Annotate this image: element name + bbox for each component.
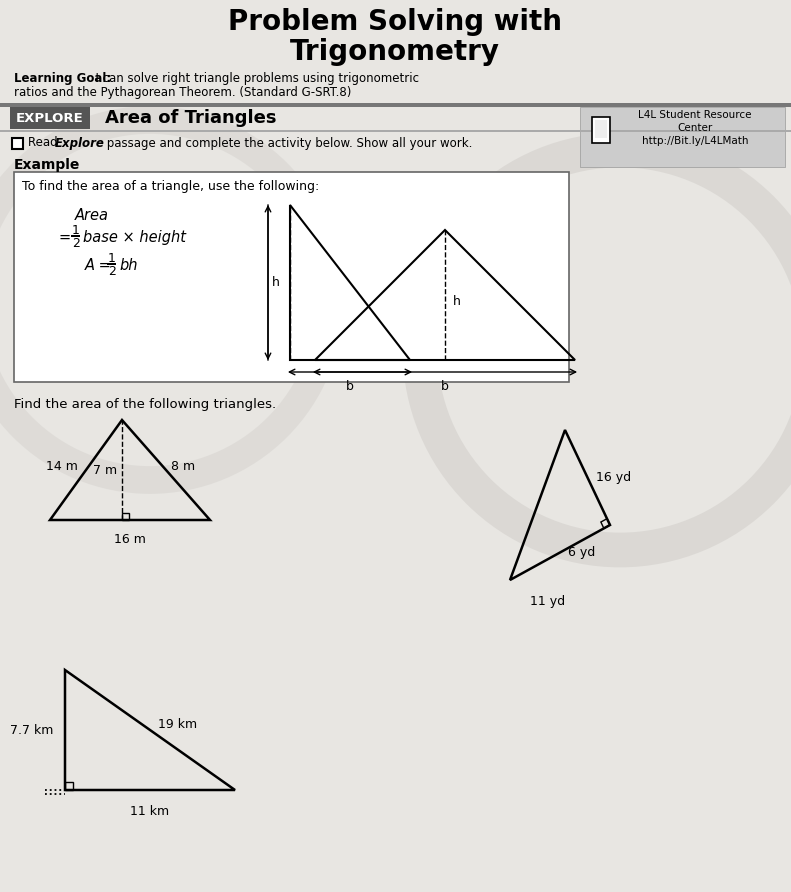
Text: Center: Center [677,123,713,133]
Text: Learning Goal:: Learning Goal: [14,72,112,85]
Text: 11 yd: 11 yd [530,595,565,608]
Text: Find the area of the following triangles.: Find the area of the following triangles… [14,398,276,411]
Bar [12,138,23,149]
Text: h: h [272,276,280,289]
Text: 2: 2 [108,265,115,278]
Text: Area: Area [75,208,109,223]
Text: =: = [58,230,70,245]
Text: base × height: base × height [83,230,186,245]
Text: 16 yd: 16 yd [596,471,630,484]
Bar [595,120,607,138]
Bar [592,117,610,143]
Text: 6 yd: 6 yd [568,546,596,559]
Text: http://Bit.ly/L4LMath: http://Bit.ly/L4LMath [642,136,748,146]
Bar [0,103,791,107]
Text: passage and complete the activity below. Show all your work.: passage and complete the activity below.… [103,136,472,150]
Text: ratios and the Pythagorean Theorem. (Standard G-SRT.8): ratios and the Pythagorean Theorem. (Sta… [14,86,351,99]
Text: A =: A = [85,258,112,273]
Text: 1: 1 [72,224,80,237]
Text: Area of Triangles: Area of Triangles [105,109,277,127]
Text: Explore: Explore [55,136,105,150]
Text: EXPLORE: EXPLORE [16,112,84,125]
Text: Problem Solving with: Problem Solving with [228,8,562,36]
Text: I can solve right triangle problems using trigonometric: I can solve right triangle problems usin… [88,72,419,85]
Text: To find the area of a triangle, use the following:: To find the area of a triangle, use the … [22,180,320,193]
Bar [14,172,569,382]
Text: h: h [453,295,461,308]
Text: Read: Read [28,136,62,150]
Text: bh: bh [119,258,138,273]
Text: Trigonometry: Trigonometry [290,38,500,66]
Bar [580,107,785,167]
Bar [65,782,73,790]
Text: L4L Student Resource: L4L Student Resource [638,110,751,120]
Text: 2: 2 [72,237,80,250]
Text: 16 m: 16 m [114,533,146,546]
Bar [10,107,90,129]
Text: 14 m: 14 m [46,459,78,473]
Text: 1: 1 [108,252,115,265]
Text: 11 km: 11 km [131,805,169,818]
Bar [107,263,116,265]
Text: b: b [346,380,354,393]
Text: b: b [441,380,449,393]
Bar [122,513,129,520]
Text: 8 m: 8 m [171,459,195,473]
Text: 7.7 km: 7.7 km [9,723,53,737]
Bar [71,235,80,236]
Text: 19 km: 19 km [158,718,197,731]
Text: Example: Example [14,158,81,172]
Bar [0,130,791,132]
Text: 7 m: 7 m [93,464,117,476]
